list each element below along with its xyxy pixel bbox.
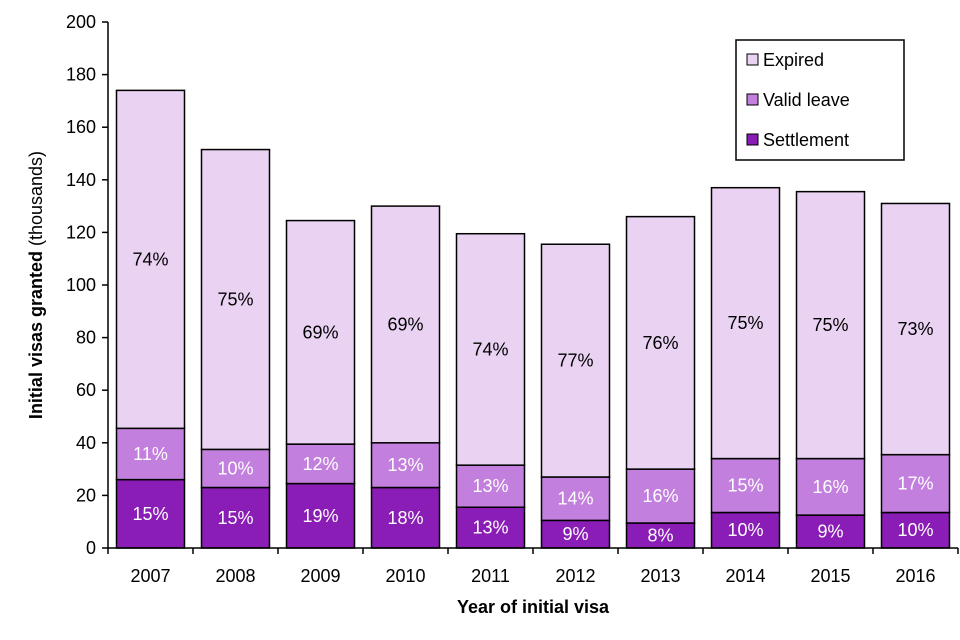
data-label-settlement: 15% [217,508,253,528]
x-axis-title: Year of initial visa [457,597,610,617]
bar-segment-expired [200,148,271,451]
y-tick-label: 200 [66,12,96,32]
data-label-settlement: 9% [562,524,588,544]
bar-segment-valid-leave [625,468,696,524]
bar-segment-valid-leave [880,453,951,514]
x-tick-label: 2008 [215,566,255,586]
data-label-expired: 74% [472,339,508,359]
data-label-expired: 76% [642,333,678,353]
data-label-expired: 74% [132,249,168,269]
data-label-expired: 75% [727,313,763,333]
y-axis: 0 20 40 60 80 100 120 140 160 180 200 [66,12,109,558]
bar-segment-valid-leave [795,457,866,516]
x-tick-label: 2015 [810,566,850,586]
data-label-expired: 77% [557,351,593,371]
y-tick-label: 100 [66,275,96,295]
data-label-expired: 75% [812,315,848,335]
bar-segment-expired [880,202,951,456]
bar-segment-expired [370,205,441,444]
data-label-settlement: 10% [727,520,763,540]
data-label-expired: 69% [302,322,338,342]
x-tick-label: 2014 [725,566,765,586]
y-tick-label: 60 [76,380,96,400]
x-tick-label: 2013 [640,566,680,586]
y-tick-label: 80 [76,328,96,348]
legend-label-valid-leave: Valid leave [763,90,850,110]
bar-segment-expired [455,232,526,466]
data-label-settlement: 18% [387,508,423,528]
bar-segment-expired [540,243,611,478]
y-tick-label: 140 [66,170,96,190]
legend-swatch-settlement [746,133,759,146]
bar-segment-valid-leave [455,464,526,508]
data-label-valid-leave: 11% [133,444,168,464]
data-label-valid-leave: 17% [897,474,933,494]
data-label-valid-leave: 15% [727,476,763,496]
x-tick-label: 2011 [471,566,510,586]
data-label-settlement: 19% [302,506,338,526]
x-tick-label: 2009 [300,566,340,586]
y-tick-label: 180 [66,65,96,85]
data-label-settlement: 8% [647,526,673,546]
bar-segment-expired [710,186,781,460]
y-axis-title-unit: (thousands) [26,151,46,251]
bar-segment-valid-leave [370,442,441,489]
bar-segment-settlement [200,486,271,549]
data-label-valid-leave: 13% [472,476,508,496]
bar-segment-expired [285,219,356,445]
y-tick-label: 20 [76,485,96,505]
bar-segment-expired [795,190,866,460]
bar-segment-expired [115,89,186,430]
x-tick-label: 2010 [385,566,425,586]
data-label-valid-leave: 12% [302,454,338,474]
data-label-expired: 69% [387,314,423,334]
bar-segment-valid-leave [200,448,271,489]
y-axis-title: Initial visas granted (thousands) [26,151,46,419]
data-label-settlement: 13% [472,518,508,538]
x-axis: 2007 2008 2009 2010 2011 2012 2013 2014 2015 2016 [107,547,959,586]
x-tick-label: 2012 [555,566,595,586]
bar-segment-settlement [115,478,186,549]
legend-label-expired: Expired [763,50,824,70]
data-label-valid-leave: 16% [642,486,678,506]
bar-segment-valid-leave [285,443,356,485]
y-tick-label: 40 [76,433,96,453]
y-tick-label: 0 [86,538,96,558]
data-label-valid-leave: 10% [217,458,253,478]
legend-label-settlement: Settlement [763,130,849,150]
x-tick-label: 2007 [130,566,170,586]
y-axis-title-main: Initial visas granted [26,251,46,419]
data-label-expired: 73% [897,319,933,339]
legend: Expired Valid leave Settlement [735,39,905,161]
legend-swatch-expired [746,53,759,66]
data-label-valid-leave: 14% [557,489,593,509]
data-label-settlement: 15% [132,504,168,524]
bars: 15% 11% 74% 15% 10% 75% 19% 12% 69% 18% 13% 69% 13% 1… [115,89,951,549]
x-tick-label: 2016 [895,566,935,586]
data-label-settlement: 9% [817,522,843,542]
y-tick-label: 120 [66,222,96,242]
bar-segment-expired [625,215,696,470]
y-tick-label: 160 [66,117,96,137]
legend-box [735,39,905,161]
data-label-valid-leave: 16% [812,477,848,497]
bar-segment-settlement [455,506,526,549]
data-label-settlement: 10% [897,520,933,540]
bar-segment-settlement [625,522,696,549]
bar-segment-settlement [540,519,611,549]
data-label-expired: 75% [217,289,253,309]
data-label-valid-leave: 13% [387,455,423,475]
legend-swatch-valid-leave [746,93,759,106]
